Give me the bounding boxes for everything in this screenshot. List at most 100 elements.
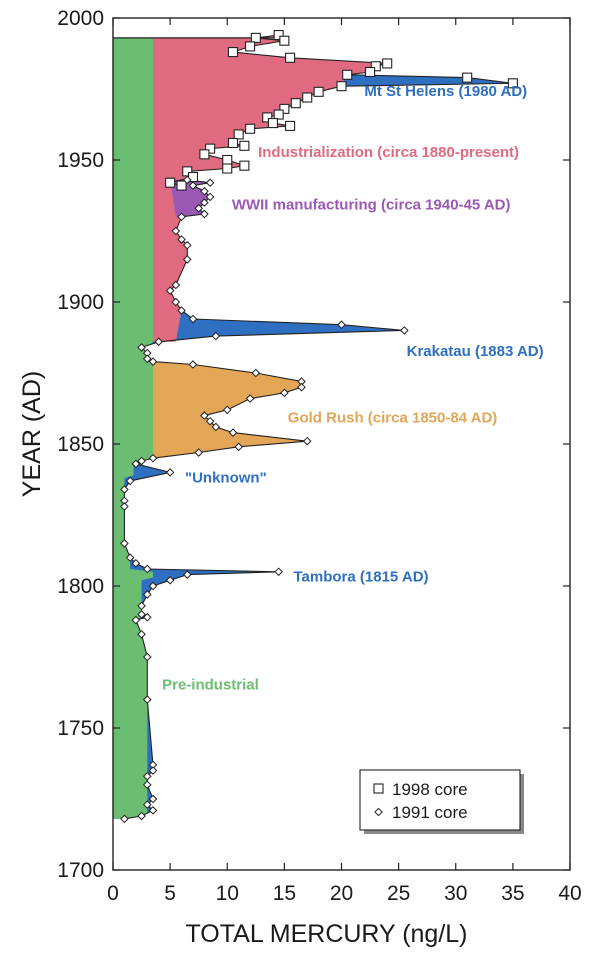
marker-1998-3 xyxy=(245,41,256,52)
marker-1998-11 xyxy=(507,78,518,89)
marker-1998-26 xyxy=(199,149,210,160)
x-tick-label-30: 30 xyxy=(444,882,467,905)
marker-1991-33 xyxy=(200,411,209,420)
marker-1991-14 xyxy=(165,286,175,295)
marker-1991-50 xyxy=(131,558,141,568)
gold-rush-area xyxy=(153,361,308,459)
marker-1998-28 xyxy=(239,160,250,171)
marker-1991-20 xyxy=(211,331,221,341)
marker-1991-16 xyxy=(177,306,186,315)
marker-1991-24 xyxy=(142,354,152,364)
x-tick-label-40: 40 xyxy=(558,882,581,905)
marker-1991-60 xyxy=(131,615,141,625)
marker-1991-15 xyxy=(171,297,181,307)
marker-1991-31 xyxy=(245,394,255,403)
marker-1998-12 xyxy=(336,81,347,92)
x-tick-label-5: 5 xyxy=(164,882,176,905)
marker-1991-70 xyxy=(148,806,158,815)
marker-1991-41 xyxy=(137,456,146,466)
annotation-1: Industrialization (circa 1880-present) xyxy=(258,144,519,161)
marker-1991-35 xyxy=(211,422,221,432)
marker-1991-43 xyxy=(165,468,175,477)
marker-1991-67 xyxy=(142,780,152,790)
marker-1991-18 xyxy=(337,320,346,330)
y-axis-title: YEAR (AD) xyxy=(18,371,46,497)
marker-1998-13 xyxy=(313,86,324,97)
marker-1991-2 xyxy=(188,181,198,190)
marker-1991-51 xyxy=(142,564,152,574)
marker-1991-5 xyxy=(200,198,209,207)
marker-1991-66 xyxy=(142,771,152,781)
marker-1991-25 xyxy=(148,357,158,366)
marker-1991-27 xyxy=(251,368,261,378)
marker-1991-34 xyxy=(205,416,215,426)
marker-1991-45 xyxy=(120,485,129,494)
legend-marker-diamond xyxy=(374,807,383,817)
marker-1998-19 xyxy=(267,118,279,129)
marker-1991-11 xyxy=(182,240,192,250)
annotation-4: Gold Rush (circa 1850-84 AD) xyxy=(288,410,498,427)
marker-1991-71 xyxy=(137,811,146,821)
marker-1991-0 xyxy=(182,175,192,185)
marker-1998-5 xyxy=(285,52,296,63)
marker-1991-58 xyxy=(137,610,146,619)
marker-1991-7 xyxy=(200,209,209,219)
x-axis-title: TOTAL MERCURY (ng/L) xyxy=(185,920,467,948)
y-tick-label-1850: 1850 xyxy=(57,433,104,456)
x-tick-label-0: 0 xyxy=(107,882,119,905)
marker-1998-33 xyxy=(176,180,187,191)
x-tick-label-35: 35 xyxy=(501,882,524,905)
marker-1991-56 xyxy=(142,590,152,599)
marker-1991-68 xyxy=(148,794,158,804)
marker-1991-19 xyxy=(400,326,409,335)
marker-1998-7 xyxy=(370,61,381,72)
marker-1998-8 xyxy=(365,66,376,78)
marker-1991-61 xyxy=(137,629,146,639)
marker-1991-72 xyxy=(120,814,129,824)
y-tick-label-1700: 1700 xyxy=(57,859,104,882)
marker-1991-6 xyxy=(194,203,203,213)
marker-1991-53 xyxy=(182,570,192,579)
annotation-7: Pre-industrial xyxy=(162,677,259,694)
industrialization-area xyxy=(153,35,388,342)
marker-1991-10 xyxy=(177,235,186,244)
legend-marker-square xyxy=(373,783,384,794)
marker-1991-42 xyxy=(131,459,141,469)
legend-label-1991: 1991 core xyxy=(392,803,468,822)
marker-1991-69 xyxy=(142,800,152,809)
marker-1991-26 xyxy=(188,360,198,369)
y-tick-label-2000: 2000 xyxy=(57,7,104,30)
marker-1998-10 xyxy=(462,72,473,83)
legend-label-1998: 1998 core xyxy=(392,780,468,799)
marker-1991-8 xyxy=(177,212,186,222)
marker-1991-30 xyxy=(280,388,289,398)
marker-1991-12 xyxy=(182,255,192,264)
marker-1998-18 xyxy=(262,112,273,123)
marker-1991-39 xyxy=(194,448,203,457)
marker-1998-22 xyxy=(233,129,244,140)
marker-1991-29 xyxy=(297,382,306,392)
marker-1991-63 xyxy=(142,695,152,704)
marker-1991-62 xyxy=(142,652,152,662)
marker-1998-1 xyxy=(250,32,261,43)
marker-1998-6 xyxy=(382,58,393,69)
marker-1998-23 xyxy=(227,137,239,149)
marker-1991-21 xyxy=(154,337,164,347)
marker-1998-16 xyxy=(279,103,290,114)
marker-1991-49 xyxy=(125,553,135,562)
annotation-3: Krakatau (1883 AD) xyxy=(407,343,544,360)
marker-1991-44 xyxy=(125,476,135,486)
annotation-2: WWII manufacturing (circa 1940-45 AD) xyxy=(232,197,511,214)
marker-1991-59 xyxy=(142,612,152,622)
marker-1991-1 xyxy=(205,178,215,188)
marker-1991-17 xyxy=(188,314,198,324)
marker-1998-14 xyxy=(302,92,313,103)
series-markers xyxy=(120,29,518,824)
marker-1998-15 xyxy=(290,98,301,109)
x-tick-label-10: 10 xyxy=(216,882,239,905)
marker-1991-36 xyxy=(228,428,238,437)
marker-1991-57 xyxy=(137,601,146,611)
marker-1998-29 xyxy=(222,163,233,174)
marker-1991-13 xyxy=(171,280,181,290)
